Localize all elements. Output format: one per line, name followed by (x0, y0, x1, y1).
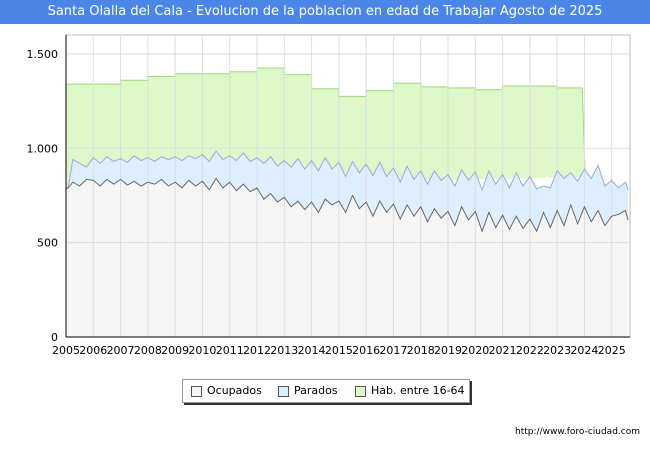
x-tick-label-2007: 2007 (107, 344, 135, 357)
line-parados (65, 150, 629, 192)
x-tick-label-2011: 2011 (216, 344, 244, 357)
area-ocupados (66, 178, 629, 337)
y-tick-label-0: 0 (51, 331, 58, 344)
x-tick-label-2025: 2025 (598, 344, 626, 357)
chart-title: Santa Olalla del Cala - Evolucion de la … (47, 4, 603, 19)
x-tick-label-2022: 2022 (516, 344, 544, 357)
x-tick-label-2016: 2016 (352, 344, 380, 357)
x-tick-label-2020: 2020 (461, 344, 489, 357)
x-tick-label-2012: 2012 (243, 344, 271, 357)
legend-swatch-hab (355, 386, 366, 397)
x-tick-label-2015: 2015 (325, 344, 353, 357)
legend-label-parados: Parados (294, 384, 338, 397)
x-tick-label-2013: 2013 (270, 344, 298, 357)
x-tick-label-2018: 2018 (407, 344, 435, 357)
y-tick-label-1: 500 (37, 237, 58, 250)
legend: Ocupados Parados Hab. entre 16-64 (182, 379, 470, 403)
x-tick-label-2024: 2024 (570, 344, 598, 357)
x-tick-label-2017: 2017 (379, 344, 407, 357)
x-tick-label-2008: 2008 (134, 344, 162, 357)
x-tick-label-2005: 2005 (52, 344, 80, 357)
x-tick-label-2019: 2019 (434, 344, 462, 357)
y-tick-label-3: 1.500 (27, 48, 59, 61)
x-tick-label-2010: 2010 (188, 344, 216, 357)
x-tick-label-2023: 2023 (543, 344, 571, 357)
legend-label-ocupados: Ocupados (207, 384, 262, 397)
line-ocupados (65, 177, 629, 233)
source-url: http://www.foro-ciudad.com (515, 427, 640, 437)
x-tick-label-2021: 2021 (489, 344, 517, 357)
legend-swatch-parados (278, 386, 289, 397)
legend-swatch-ocupados (191, 386, 202, 397)
title-bar (0, 0, 650, 24)
x-tick-label-2014: 2014 (298, 344, 326, 357)
x-tick-label-2009: 2009 (161, 344, 189, 357)
y-tick-label-2: 1.000 (27, 142, 59, 155)
legend-label-hab: Hab. entre 16-64 (371, 384, 465, 397)
x-tick-label-2006: 2006 (79, 344, 107, 357)
